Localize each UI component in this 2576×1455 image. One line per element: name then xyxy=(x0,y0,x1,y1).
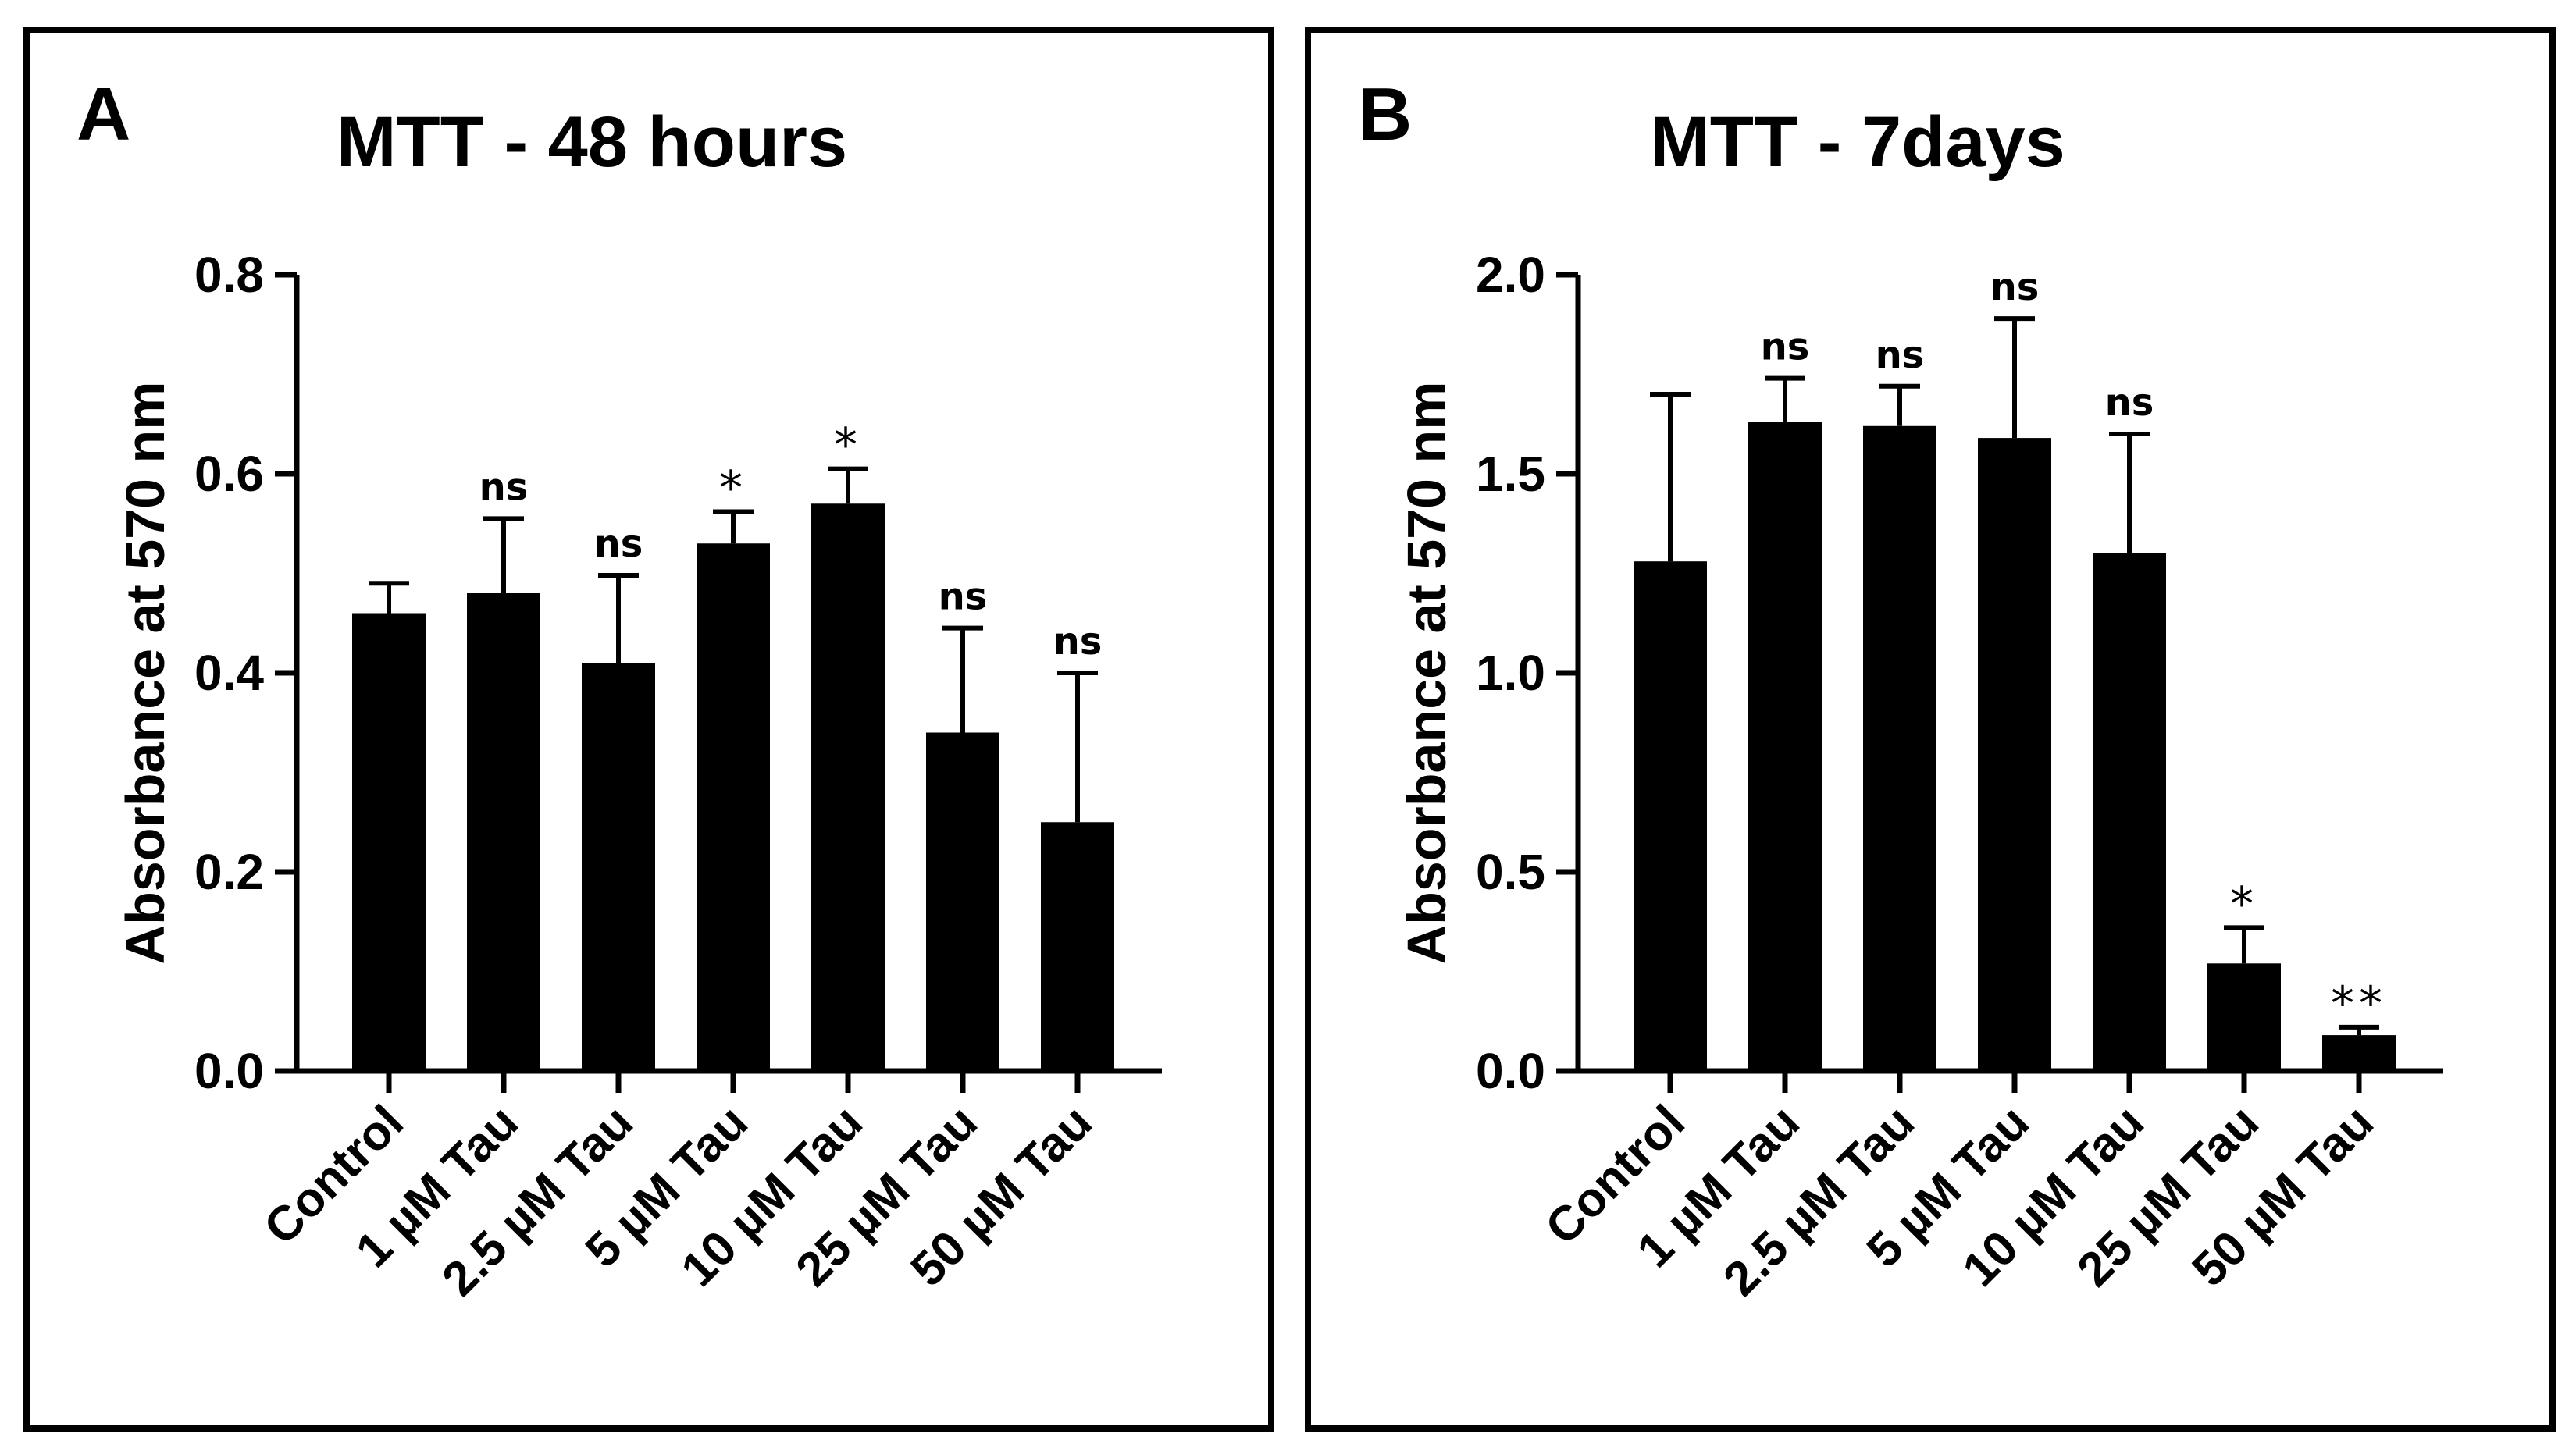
bar xyxy=(1748,422,1822,1071)
bar xyxy=(1634,561,1707,1071)
y-tick-label: 0.0 xyxy=(194,1043,264,1099)
bar xyxy=(582,663,655,1071)
significance-label: ns xyxy=(594,522,643,566)
y-tick-label: 0.5 xyxy=(1476,844,1545,900)
significance-label: ns xyxy=(1990,265,2040,309)
significance-label: ns xyxy=(1761,326,1810,369)
significance-label: ns xyxy=(479,465,529,509)
bar xyxy=(1978,438,2051,1071)
significance-label: ** xyxy=(2331,977,2387,1031)
bar xyxy=(1863,425,1936,1071)
significance-label: ns xyxy=(1053,620,1103,663)
significance-label: * xyxy=(719,461,747,515)
y-axis-label: Absorbance at 570 nm xyxy=(115,382,176,965)
bar xyxy=(467,593,540,1071)
y-tick-label: 0.2 xyxy=(194,844,264,900)
y-tick-label: 2.0 xyxy=(1476,247,1545,303)
y-tick-label: 1.0 xyxy=(1476,645,1545,701)
significance-label: ns xyxy=(1876,333,1925,377)
chart-title: MTT - 7days xyxy=(1650,102,2065,182)
significance-label: * xyxy=(2230,877,2258,931)
y-tick-label: 0.8 xyxy=(194,247,264,303)
bar xyxy=(697,543,770,1071)
y-axis-label: Absorbance at 570 nm xyxy=(1396,382,1457,965)
y-tick-label: 1.5 xyxy=(1476,446,1545,502)
bar xyxy=(352,613,426,1071)
bar xyxy=(2093,553,2166,1071)
chart-title: MTT - 48 hours xyxy=(336,102,848,182)
panel-letter: A xyxy=(77,73,131,156)
chart-a: Absorbance at 570 nm0.00.20.40.60.8Contr… xyxy=(115,247,1162,1307)
bar xyxy=(811,503,885,1071)
significance-label: ns xyxy=(2105,381,2154,425)
y-tick-label: 0.6 xyxy=(194,446,264,502)
bar xyxy=(926,732,999,1071)
bar xyxy=(2322,1035,2396,1071)
chart-b: Absorbance at 570 nm0.00.51.01.52.0Contr… xyxy=(1396,247,2443,1307)
panel-b: B MTT - 7days Absorbance at 570 nm 0.0 0.5… xyxy=(1305,27,2556,1432)
significance-label: ns xyxy=(939,575,988,619)
y-tick-label: 0.4 xyxy=(194,645,264,701)
bar xyxy=(2207,963,2281,1071)
y-tick-label: 0.0 xyxy=(1476,1043,1545,1099)
panel-a: A MTT - 48 hours Absorbance at 570 nm 0.0… xyxy=(23,27,1274,1432)
panel-letter: B xyxy=(1358,73,1413,156)
significance-label: * xyxy=(834,418,862,473)
bar xyxy=(1041,822,1114,1071)
